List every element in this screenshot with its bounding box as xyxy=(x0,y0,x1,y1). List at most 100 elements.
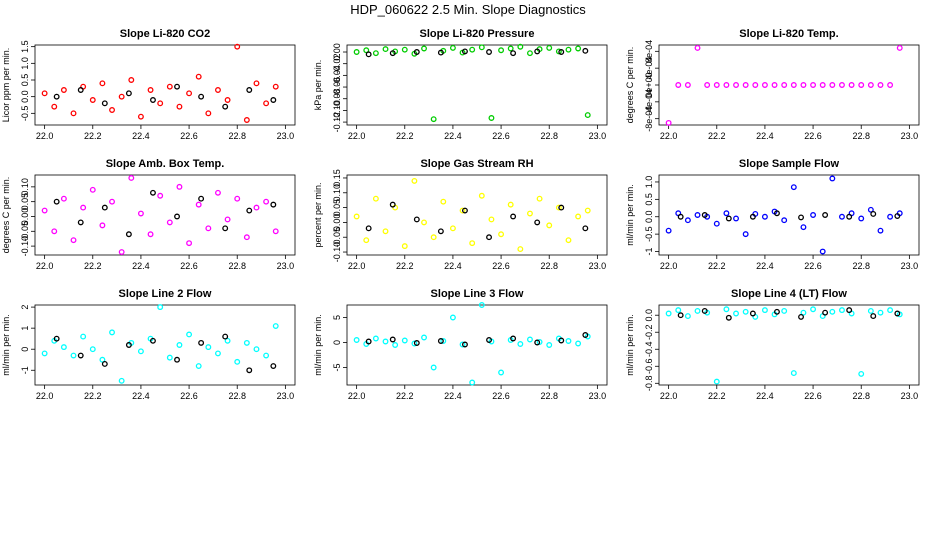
x-tick-label: 22.6 xyxy=(180,391,198,401)
point xyxy=(558,337,565,344)
point xyxy=(215,189,221,196)
point xyxy=(761,213,768,220)
point xyxy=(41,350,48,357)
plot-frame xyxy=(34,304,296,386)
point xyxy=(798,214,804,221)
point xyxy=(89,97,96,103)
point xyxy=(774,210,780,217)
point xyxy=(118,377,125,384)
point xyxy=(128,175,135,181)
point xyxy=(800,309,807,316)
point xyxy=(222,225,229,232)
point xyxy=(870,211,877,217)
point xyxy=(270,201,277,208)
point xyxy=(421,334,427,341)
point xyxy=(555,48,562,55)
y-tick-label: 0.0 xyxy=(644,309,654,322)
point xyxy=(478,44,485,51)
point xyxy=(246,207,253,214)
point xyxy=(99,356,106,363)
point xyxy=(157,100,164,107)
point xyxy=(819,248,826,255)
point xyxy=(421,219,427,226)
point xyxy=(150,97,156,103)
point xyxy=(665,227,672,234)
point xyxy=(109,198,115,205)
point xyxy=(694,212,701,218)
point xyxy=(401,46,408,53)
point xyxy=(478,302,485,308)
point xyxy=(60,344,67,351)
point xyxy=(222,333,229,340)
y-axis-label: degrees C per min. xyxy=(1,177,11,254)
point xyxy=(896,44,903,51)
point xyxy=(582,47,589,54)
point xyxy=(101,204,108,211)
point xyxy=(186,331,193,338)
point xyxy=(534,219,541,226)
point xyxy=(411,340,418,347)
point xyxy=(694,44,701,51)
point xyxy=(449,44,456,51)
point xyxy=(363,237,370,244)
point xyxy=(701,212,708,218)
point xyxy=(109,329,115,336)
point xyxy=(157,304,164,311)
point xyxy=(118,249,125,255)
point xyxy=(440,338,447,344)
point xyxy=(810,306,817,313)
point xyxy=(858,370,865,377)
point xyxy=(101,360,108,367)
x-tick-label: 22.6 xyxy=(804,391,822,401)
point xyxy=(99,80,106,87)
point xyxy=(459,207,466,214)
x-tick-label: 22.8 xyxy=(228,391,246,401)
y-tick-label: 0.15 xyxy=(332,169,342,187)
x-tick-label: 22.4 xyxy=(444,391,462,401)
point xyxy=(684,82,691,88)
panel-title: Slope Sample Flow xyxy=(739,158,840,170)
point xyxy=(89,186,96,193)
point xyxy=(253,204,260,211)
point xyxy=(742,308,749,315)
point xyxy=(761,82,768,88)
point xyxy=(176,183,183,190)
y-axis-label: Licor ppm per min. xyxy=(1,48,11,123)
point xyxy=(781,217,788,224)
y-tick-label: 0.05 xyxy=(20,193,30,211)
point xyxy=(798,313,804,320)
point xyxy=(498,231,505,238)
point xyxy=(382,46,389,53)
x-tick-label: 22.4 xyxy=(444,261,462,271)
point xyxy=(887,307,894,314)
point xyxy=(488,216,495,223)
point xyxy=(215,350,221,357)
point xyxy=(70,352,77,359)
x-tick-label: 22.4 xyxy=(756,261,774,271)
panel-title: Slope Gas Stream RH xyxy=(420,158,533,170)
point xyxy=(867,82,874,88)
point xyxy=(546,342,553,348)
y-axis-label: kPa per min. xyxy=(313,60,323,111)
y-tick-label: 0.05 xyxy=(332,199,342,217)
point xyxy=(781,308,788,314)
plot-frame xyxy=(346,44,608,126)
point xyxy=(684,313,691,320)
y-tick-label: -0.5 xyxy=(20,106,30,122)
x-tick-label: 22.8 xyxy=(228,131,246,141)
point xyxy=(195,73,202,80)
point xyxy=(790,184,797,191)
point xyxy=(887,213,894,220)
x-tick-label: 22.6 xyxy=(492,391,510,401)
panel-title: Slope Amb. Box Temp. xyxy=(106,158,225,170)
point xyxy=(677,312,684,319)
x-tick-label: 23.0 xyxy=(589,391,607,401)
point xyxy=(125,90,132,97)
y-tick-label: -4e-04 xyxy=(644,89,654,115)
point xyxy=(684,217,691,224)
point xyxy=(723,210,730,217)
point xyxy=(234,195,241,202)
y-tick-label: -0.10 xyxy=(332,100,342,121)
y-tick-label: -0.5 xyxy=(644,226,654,242)
